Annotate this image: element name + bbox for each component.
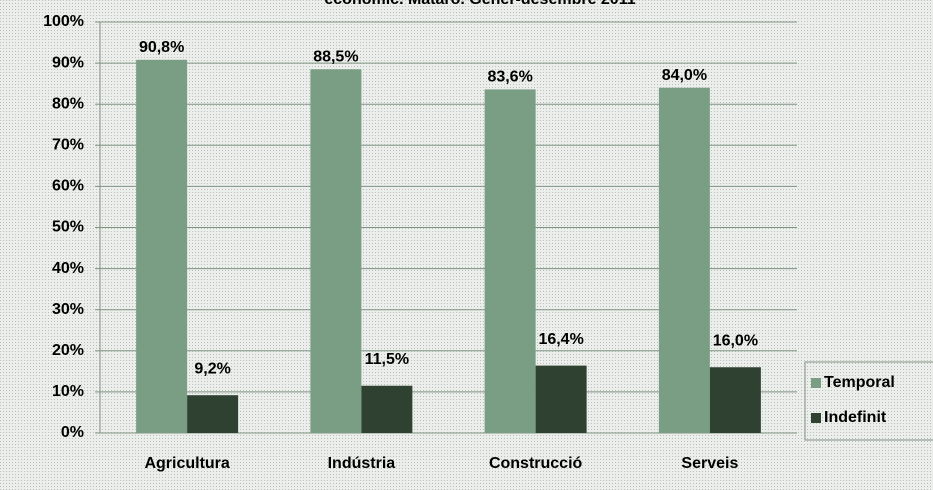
bar xyxy=(187,395,239,433)
legend-box xyxy=(804,361,933,441)
y-tick-label: 10% xyxy=(52,383,84,400)
y-tick-label: 50% xyxy=(52,219,84,236)
legend-label: Indefinit xyxy=(824,409,887,426)
y-tick-label: 0% xyxy=(61,424,84,441)
data-label: 90,8% xyxy=(139,39,184,56)
legend-swatch xyxy=(811,413,821,423)
data-label: 16,4% xyxy=(538,331,583,348)
x-tick-label: Construcció xyxy=(489,455,583,472)
y-tick-label: 80% xyxy=(52,95,84,112)
y-tick-label: 40% xyxy=(52,260,84,277)
legend-label: Temporal xyxy=(824,374,895,391)
y-tick-label: 20% xyxy=(52,342,84,359)
legend-swatch xyxy=(811,378,821,388)
y-tick-label: 100% xyxy=(43,13,84,30)
bar xyxy=(484,89,536,434)
y-tick-label: 30% xyxy=(52,301,84,318)
y-tick-label: 90% xyxy=(52,54,84,71)
data-label: 88,5% xyxy=(313,48,358,65)
x-tick-label: Serveis xyxy=(681,455,738,472)
data-label: 9,2% xyxy=(194,360,230,377)
bar xyxy=(136,59,188,433)
bar xyxy=(361,385,413,433)
data-label: 11,5% xyxy=(365,351,409,368)
y-tick-label: 70% xyxy=(52,137,84,154)
x-tick-label: Agricultura xyxy=(144,455,229,472)
chart-title: econòmic. Mataró. Gener-desembre 2011 xyxy=(324,0,635,8)
data-label: 84,0% xyxy=(662,67,707,84)
data-label: 83,6% xyxy=(487,69,532,86)
bar xyxy=(658,87,710,433)
x-tick-label: Indústria xyxy=(328,455,396,472)
bar xyxy=(709,367,761,433)
y-tick-label: 60% xyxy=(52,178,84,195)
data-label: 16,0% xyxy=(713,332,758,349)
bar xyxy=(535,365,587,433)
bar xyxy=(310,69,362,433)
